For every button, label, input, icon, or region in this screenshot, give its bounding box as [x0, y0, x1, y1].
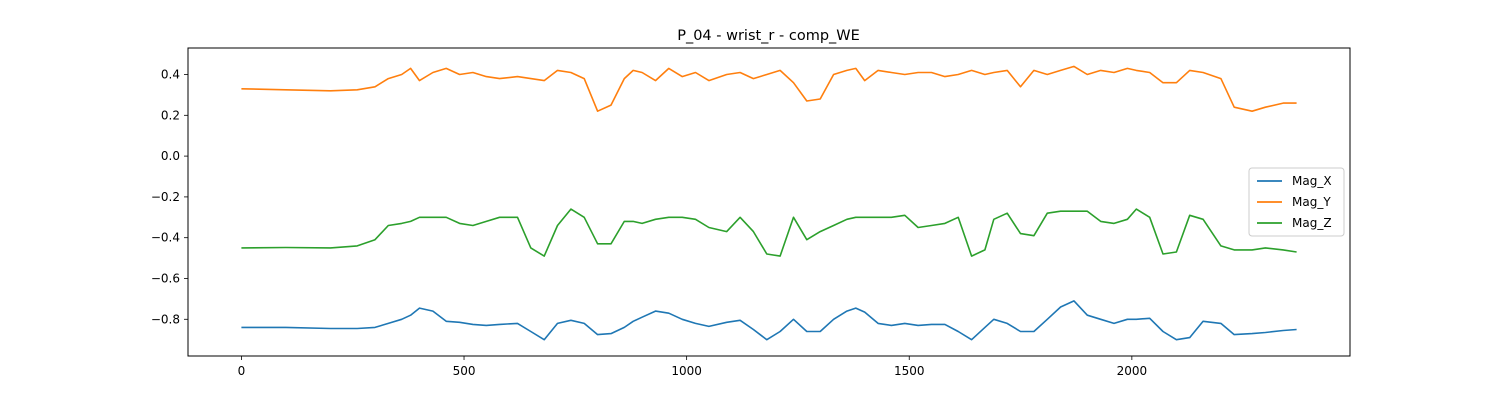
- x-tick-label: 2000: [1117, 364, 1148, 378]
- legend-label-mag-y: Mag_Y: [1292, 195, 1331, 209]
- x-tick-label: 1500: [894, 364, 925, 378]
- y-tick-label: −0.8: [151, 312, 180, 326]
- x-tick-label: 500: [453, 364, 476, 378]
- y-tick-label: −0.6: [151, 271, 180, 285]
- y-tick-label: −0.2: [151, 190, 180, 204]
- series-line-mag-z: [241, 208, 1297, 257]
- legend-label-mag-z: Mag_Z: [1292, 216, 1332, 230]
- series-line-mag-x: [241, 300, 1297, 341]
- y-tick-label: 0.0: [161, 149, 180, 163]
- plot-area: 0 500 1000 1500 2000 0.4 0.2 0.0 −0.2 −0.4 −0.6 −0.…: [151, 47, 1351, 378]
- legend-box: [1248, 167, 1345, 237]
- chart-title: P_04 - wrist_r - comp_WE: [677, 28, 860, 44]
- legend: Mag_X Mag_Y Mag_Z: [1248, 167, 1345, 237]
- x-tick-label: 1000: [671, 364, 702, 378]
- y-tick-label: 0.4: [161, 68, 180, 82]
- series-line-mag-y: [241, 65, 1297, 112]
- axes-frame: [187, 47, 1351, 357]
- legend-label-mag-x: Mag_X: [1292, 174, 1332, 188]
- x-tick-label: 0: [238, 364, 246, 378]
- y-tick-label: −0.4: [151, 231, 180, 245]
- y-tick-label: 0.2: [161, 108, 180, 122]
